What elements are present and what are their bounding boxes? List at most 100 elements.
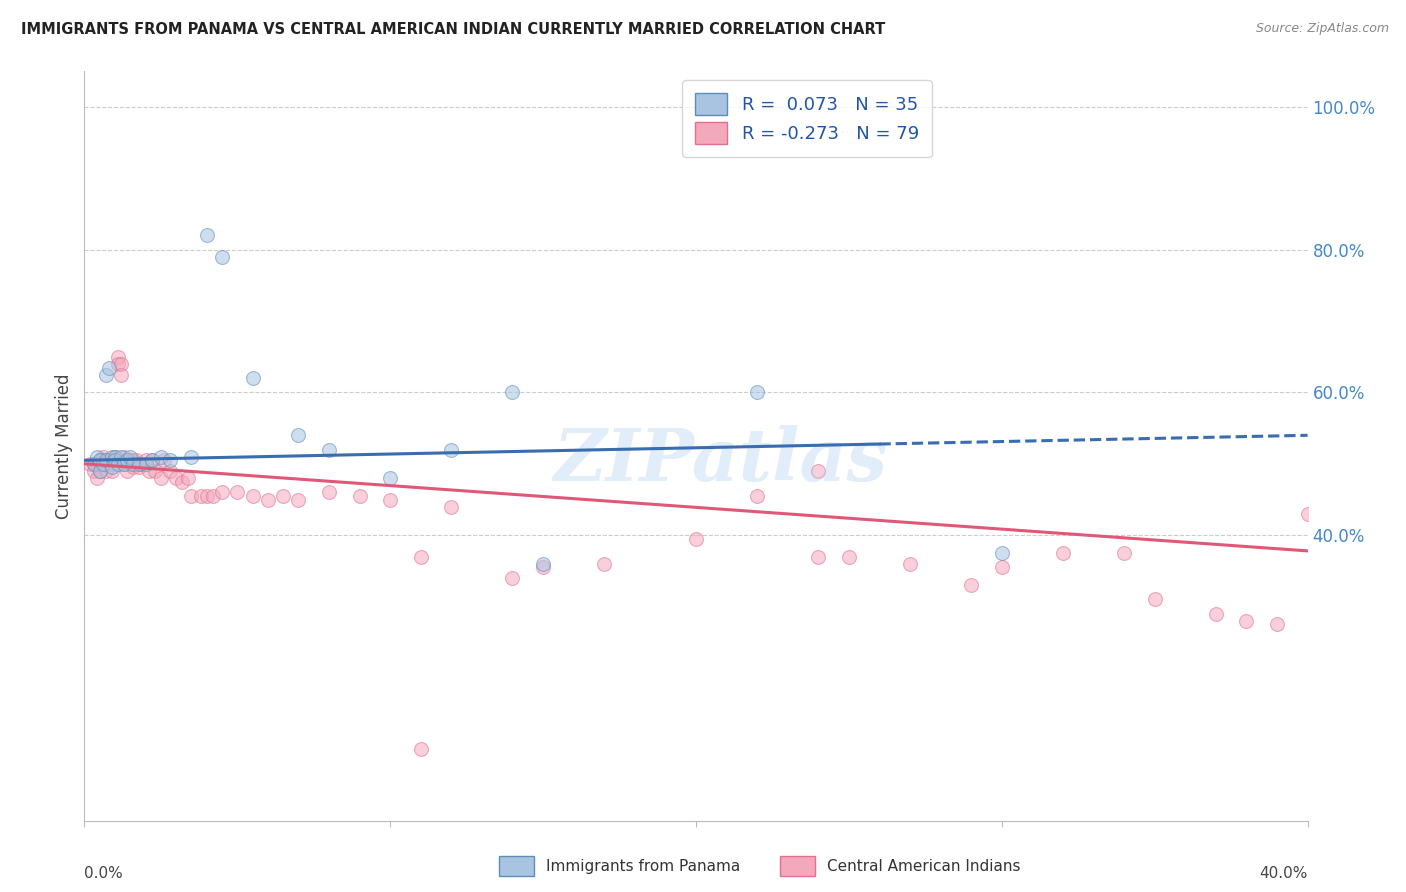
Point bbox=[287, 492, 309, 507]
Point bbox=[94, 368, 117, 382]
Point bbox=[838, 549, 860, 564]
Point bbox=[115, 464, 138, 478]
Point bbox=[122, 453, 145, 467]
Point bbox=[747, 385, 769, 400]
Point bbox=[97, 453, 120, 467]
Point bbox=[94, 453, 117, 467]
Point bbox=[94, 453, 117, 467]
Point bbox=[1205, 607, 1227, 621]
Point bbox=[502, 571, 524, 585]
Point bbox=[89, 453, 111, 467]
Point bbox=[1052, 546, 1074, 560]
Y-axis label: Currently Married: Currently Married bbox=[55, 373, 73, 519]
Point bbox=[180, 489, 202, 503]
Point bbox=[86, 450, 108, 464]
Point bbox=[177, 471, 200, 485]
Point bbox=[440, 500, 463, 514]
Point bbox=[135, 453, 157, 467]
Point bbox=[122, 460, 145, 475]
Point bbox=[83, 464, 105, 478]
Point bbox=[257, 492, 280, 507]
Point bbox=[531, 557, 554, 571]
Point bbox=[94, 464, 117, 478]
Point bbox=[128, 457, 150, 471]
Point bbox=[101, 464, 124, 478]
Point bbox=[91, 457, 114, 471]
Point bbox=[120, 450, 142, 464]
Point bbox=[120, 457, 142, 471]
Point bbox=[131, 457, 153, 471]
Point bbox=[153, 453, 176, 467]
Text: IMMIGRANTS FROM PANAMA VS CENTRAL AMERICAN INDIAN CURRENTLY MARRIED CORRELATION : IMMIGRANTS FROM PANAMA VS CENTRAL AMERIC… bbox=[21, 22, 886, 37]
Point bbox=[960, 578, 983, 592]
Point bbox=[89, 464, 111, 478]
Point bbox=[211, 250, 233, 264]
Point bbox=[141, 453, 163, 467]
Point bbox=[83, 457, 105, 471]
Point bbox=[211, 485, 233, 500]
Text: Source: ZipAtlas.com: Source: ZipAtlas.com bbox=[1256, 22, 1389, 36]
Point bbox=[83, 457, 105, 471]
Point bbox=[349, 489, 371, 503]
Point bbox=[807, 464, 830, 478]
Point bbox=[1114, 546, 1136, 560]
Point bbox=[242, 489, 264, 503]
Text: 40.0%: 40.0% bbox=[1260, 865, 1308, 880]
Point bbox=[409, 742, 432, 756]
Point bbox=[991, 546, 1014, 560]
Point bbox=[135, 457, 157, 471]
Point bbox=[115, 453, 138, 467]
Point bbox=[112, 457, 135, 471]
Point bbox=[138, 464, 160, 478]
Point bbox=[89, 453, 111, 467]
Point bbox=[195, 489, 218, 503]
Text: Immigrants from Panama: Immigrants from Panama bbox=[546, 859, 740, 873]
Point bbox=[101, 450, 124, 464]
Point bbox=[112, 450, 135, 464]
Point bbox=[110, 357, 132, 371]
Point bbox=[86, 457, 108, 471]
Point bbox=[502, 385, 524, 400]
Point bbox=[104, 450, 127, 464]
Point bbox=[107, 350, 129, 364]
Point bbox=[91, 457, 114, 471]
Point bbox=[531, 560, 554, 574]
Point bbox=[101, 457, 124, 471]
Point bbox=[115, 453, 138, 467]
Point bbox=[97, 457, 120, 471]
Point bbox=[104, 453, 127, 467]
Point bbox=[271, 489, 294, 503]
Point bbox=[1265, 617, 1288, 632]
Point bbox=[1143, 592, 1166, 607]
Point bbox=[107, 457, 129, 471]
Point bbox=[1236, 614, 1258, 628]
Point bbox=[409, 549, 432, 564]
Point bbox=[122, 457, 145, 471]
Point bbox=[104, 453, 127, 467]
Point bbox=[128, 460, 150, 475]
Point bbox=[110, 368, 132, 382]
Point bbox=[991, 560, 1014, 574]
Point bbox=[159, 453, 181, 467]
Point bbox=[180, 450, 202, 464]
Text: 0.0%: 0.0% bbox=[84, 865, 124, 880]
Point bbox=[190, 489, 212, 503]
Point bbox=[242, 371, 264, 385]
Point bbox=[685, 532, 707, 546]
Point bbox=[94, 457, 117, 471]
Point bbox=[440, 442, 463, 457]
Legend: R =  0.073   N = 35, R = -0.273   N = 79: R = 0.073 N = 35, R = -0.273 N = 79 bbox=[682, 80, 932, 157]
Point bbox=[1296, 507, 1319, 521]
Point bbox=[97, 360, 120, 375]
Point bbox=[593, 557, 616, 571]
Point bbox=[101, 460, 124, 475]
Point bbox=[287, 428, 309, 442]
Point bbox=[110, 450, 132, 464]
Point bbox=[86, 471, 108, 485]
Point bbox=[107, 357, 129, 371]
Point bbox=[143, 464, 166, 478]
Point bbox=[318, 442, 340, 457]
Point bbox=[141, 453, 163, 467]
Point bbox=[79, 457, 101, 471]
Point bbox=[172, 475, 194, 489]
